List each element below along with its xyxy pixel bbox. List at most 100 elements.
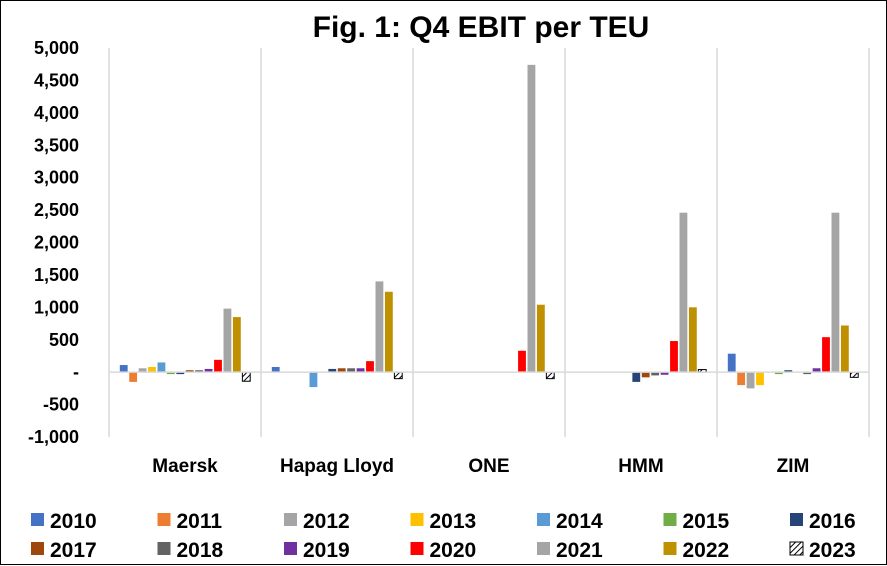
y-tick-label: -1,000	[28, 427, 79, 447]
bar-2017-hmm	[641, 372, 650, 378]
y-tick-label: 4,500	[34, 70, 79, 90]
bar-2020-one	[518, 350, 526, 373]
legend-label-2015: 2015	[683, 510, 730, 533]
bar-2021-zim	[831, 212, 840, 373]
bar-2016-hmm	[632, 372, 641, 382]
bar-2022-hapag-lloyd	[384, 291, 393, 373]
legend-label-2023: 2023	[809, 539, 856, 562]
bar-2019-maersk	[204, 368, 213, 373]
bar-2019-hmm	[660, 372, 669, 375]
bar-2016-hapag-lloyd	[328, 368, 337, 373]
bar-2018-zim	[803, 372, 812, 375]
legend-swatch-2011	[157, 513, 171, 526]
bar-2010-zim	[727, 353, 736, 373]
bar-2012-maersk	[138, 368, 147, 373]
legend-label-2019: 2019	[303, 539, 350, 562]
bar-2012-zim	[746, 372, 755, 389]
bar-2019-zim	[812, 368, 821, 373]
bar-2016-maersk	[176, 372, 185, 375]
bar-2023-zim	[849, 371, 859, 378]
bar-2017-hapag-lloyd	[337, 368, 346, 373]
bar-2013-zim	[756, 372, 764, 386]
y-tick-label: 1,000	[34, 297, 79, 317]
legend-label-2012: 2012	[303, 510, 350, 533]
bar-2023-maersk	[241, 371, 251, 382]
bar-2010-hapag-lloyd	[271, 366, 280, 373]
legend-label-2017: 2017	[50, 539, 97, 562]
legend-label-2022: 2022	[683, 539, 730, 562]
y-tick-label: 2,500	[34, 200, 79, 220]
bars	[119, 64, 859, 389]
bar-2022-zim	[840, 325, 849, 373]
legend-label-2014: 2014	[556, 510, 603, 533]
bar-2021-maersk	[223, 308, 232, 373]
legend-label-2018: 2018	[177, 539, 224, 562]
legend-label-2020: 2020	[430, 539, 477, 562]
bar-2021-hapag-lloyd	[375, 281, 384, 373]
legend-swatch-2014	[537, 513, 550, 526]
category-label: HMM	[618, 456, 663, 477]
chart-title: Fig. 1: Q4 EBIT per TEU	[313, 11, 650, 44]
category-label: Hapag Lloyd	[280, 456, 394, 477]
bar-2010-maersk	[119, 365, 128, 373]
bar-2022-hmm	[688, 307, 697, 373]
bar-2014-maersk	[157, 362, 166, 373]
category-label: Maersk	[152, 456, 218, 477]
bar-2015-zim	[774, 372, 783, 375]
bar-2023-hapag-lloyd	[393, 371, 403, 380]
bar-2021-hmm	[679, 212, 688, 373]
bar-2015-maersk	[166, 372, 175, 375]
bar-2016-zim	[784, 370, 793, 373]
bar-2017-maersk	[185, 370, 194, 373]
legend-swatch-2017	[31, 542, 44, 555]
y-tick-label: -	[73, 362, 79, 382]
legend-swatch-2019	[284, 542, 297, 555]
category-labels: Maersk Hapag Lloyd ONE HMM ZIM	[152, 456, 809, 477]
legend: 2010 2011 2012 2013 2014 2015 2016 2017 2018 2019…	[31, 510, 856, 562]
legend-label-2016: 2016	[809, 510, 856, 533]
bar-2020-zim	[822, 337, 830, 373]
y-tick-label: 1,500	[34, 265, 79, 285]
y-tick-label: 4,000	[34, 103, 79, 123]
legend-swatch-2015	[663, 513, 677, 526]
legend-swatch-2021	[537, 542, 550, 555]
legend-label-2021: 2021	[556, 539, 603, 562]
bar-2022-maersk	[232, 317, 241, 373]
bar-2021-one	[527, 64, 536, 373]
legend-swatch-2023	[789, 541, 804, 556]
legend-swatch-2016	[790, 513, 803, 526]
bar-2023-one	[545, 371, 555, 380]
category-label: ZIM	[777, 456, 810, 477]
legend-swatch-2013	[410, 513, 424, 526]
bar-2020-hmm	[670, 341, 678, 373]
bar-2011-maersk	[129, 372, 138, 382]
legend-swatch-2022	[663, 542, 677, 555]
bar-2020-hapag-lloyd	[366, 361, 374, 373]
bar-2018-hmm	[651, 372, 660, 376]
bar-2019-hapag-lloyd	[356, 368, 365, 373]
category-separators	[260, 48, 870, 437]
bar-2014-hapag-lloyd	[309, 372, 318, 388]
y-tick-label: 3,000	[34, 168, 79, 188]
legend-swatch-2010	[31, 513, 44, 526]
legend-swatch-2012	[284, 513, 297, 526]
bar-2018-maersk	[195, 370, 204, 373]
bar-2020-maersk	[214, 359, 222, 373]
bar-2018-hapag-lloyd	[347, 368, 356, 373]
legend-label-2013: 2013	[430, 510, 477, 533]
y-tick-label: 500	[49, 330, 79, 350]
category-label: ONE	[468, 456, 509, 477]
bar-2011-zim	[737, 372, 746, 386]
y-tick-label: 3,500	[34, 135, 79, 155]
y-tick-label: -500	[43, 395, 79, 415]
legend-swatch-2020	[410, 542, 424, 555]
y-tick-label: 5,000	[34, 38, 79, 58]
y-axis-ticks: 5,000 4,500 4,000 3,500 3,000 2,500 2,000 1,500…	[28, 38, 79, 447]
legend-swatch-2018	[157, 542, 171, 555]
legend-label-2011: 2011	[177, 510, 223, 533]
axes	[108, 48, 869, 437]
legend-label-2010: 2010	[50, 510, 97, 533]
bar-2022-one	[536, 304, 545, 373]
